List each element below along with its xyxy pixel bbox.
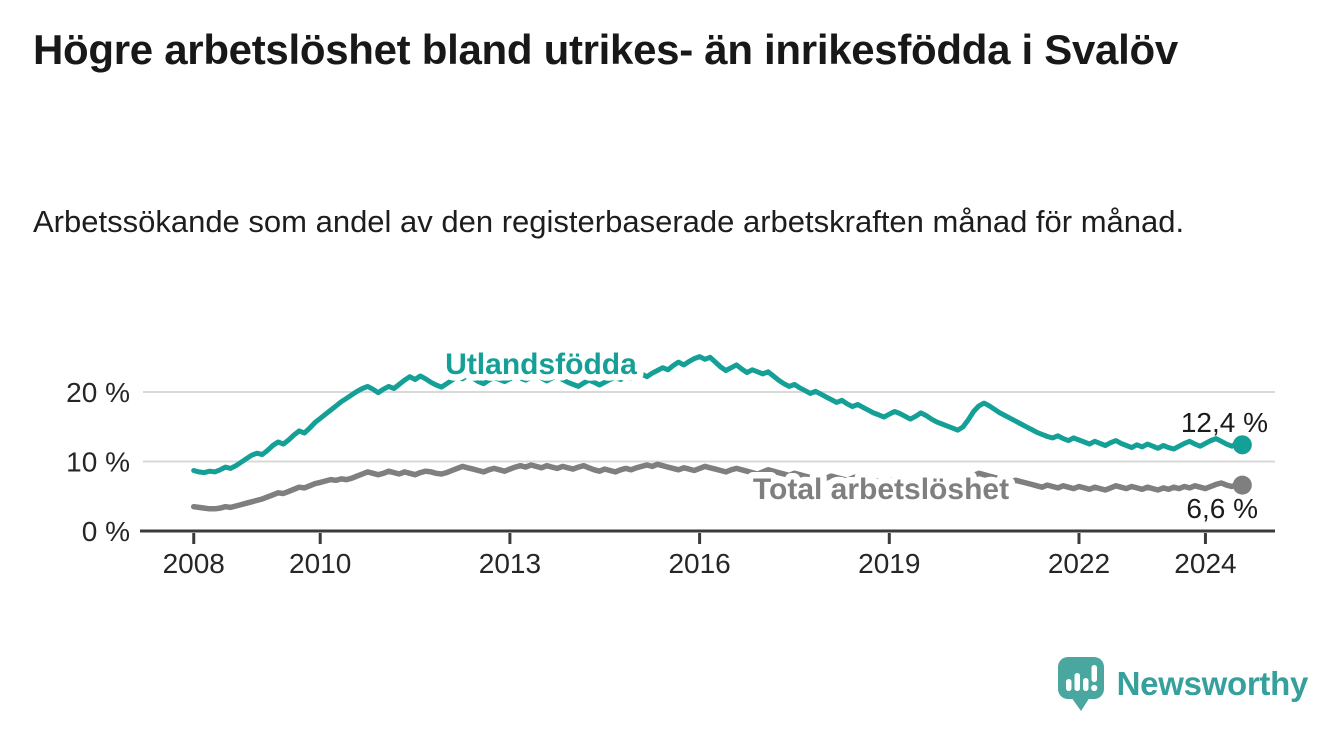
x-axis-tick-label: 2022 [1048,548,1110,579]
series-label-total: Total arbetslöshet [753,473,1009,506]
page-title: Högre arbetslöshet bland utrikes- än inr… [33,26,1178,73]
series-label-utlandsfodda: Utlandsfödda [445,348,637,381]
series-line-total [190,461,1246,512]
x-axis-tick-label: 2010 [289,548,351,579]
y-axis-tick-label: 0 % [82,516,130,547]
series-end-value-label: 12,4 % [1181,407,1268,438]
series-end-value-label: 6,6 % [1186,493,1258,524]
newsworthy-branding: Newsworthy [1057,656,1308,712]
y-axis-tick-label: 20 % [66,377,130,408]
x-axis-tick-label: 2013 [479,548,541,579]
x-axis-tick-label: 2016 [668,548,730,579]
series-end-dot [1232,475,1252,495]
x-axis-tick-label: 2024 [1174,548,1236,579]
series-line-utlandsfodda [191,354,1245,476]
chart-subtitle: Arbetssökande som andel av den registerb… [33,204,1185,239]
series-end-dot [1232,435,1252,455]
y-axis-tick-label: 10 % [66,447,130,478]
newsworthy-logo-text: Newsworthy [1116,665,1309,702]
x-axis-tick-label: 2008 [163,548,225,579]
newsworthy-logo-icon [1057,657,1104,711]
x-axis-tick-label: 2019 [858,548,920,579]
header: Högre arbetslöshet bland utrikes- än inr… [33,22,1295,77]
